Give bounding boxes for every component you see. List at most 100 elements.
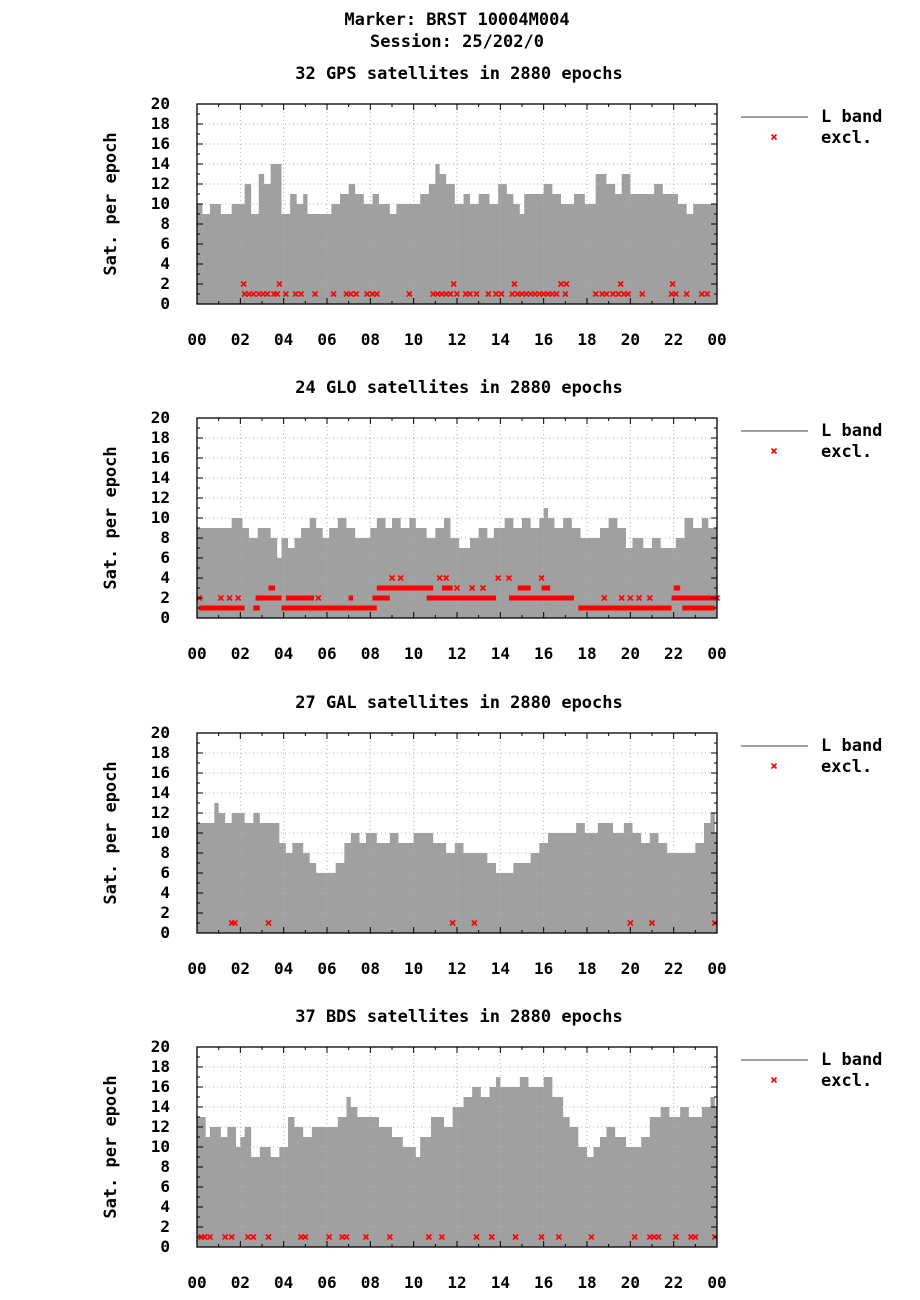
excl-mark-stroke bbox=[553, 290, 560, 298]
excl-mark-stroke bbox=[631, 1233, 638, 1241]
x-tick-label: 12 bbox=[447, 330, 466, 349]
x-tick-label: 14 bbox=[491, 959, 510, 978]
legend-l-band-label: L band bbox=[821, 736, 882, 756]
x-tick-label: 16 bbox=[534, 644, 553, 663]
x-tick-label: 10 bbox=[404, 644, 423, 663]
y-tick-label: 16 bbox=[151, 134, 170, 153]
excl-markers bbox=[240, 280, 711, 298]
legend-excl-label: excl. bbox=[821, 757, 872, 777]
excl-point bbox=[618, 594, 625, 602]
excl-mark-stroke bbox=[264, 290, 271, 298]
excl-point bbox=[450, 280, 457, 288]
y-tick-label: 14 bbox=[151, 783, 170, 802]
excl-point bbox=[538, 1233, 545, 1241]
y-tick-label: 8 bbox=[160, 843, 170, 862]
excl-mark-stroke bbox=[326, 1233, 333, 1241]
excl-point bbox=[386, 1233, 393, 1241]
y-tick-label: 18 bbox=[151, 743, 170, 762]
excl-point bbox=[588, 1233, 595, 1241]
y-tick-label: 18 bbox=[151, 1057, 170, 1076]
excl-mark-stroke bbox=[256, 594, 263, 602]
x-tick-label: 00 bbox=[187, 330, 206, 349]
excl-point bbox=[443, 574, 450, 582]
y-tick-label: 16 bbox=[151, 448, 170, 467]
excl-point bbox=[425, 1233, 432, 1241]
y-tick-label: 2 bbox=[160, 274, 170, 293]
x-tick-label: 06 bbox=[317, 1273, 336, 1292]
y-tick-label: 2 bbox=[160, 588, 170, 607]
excl-point bbox=[495, 574, 502, 582]
excl-mark-stroke bbox=[617, 280, 624, 288]
x-tick-label: 02 bbox=[231, 1273, 250, 1292]
excl-mark-stroke bbox=[302, 1233, 309, 1241]
y-tick-label: 8 bbox=[160, 528, 170, 547]
y-tick-label: 8 bbox=[160, 214, 170, 233]
excl-point bbox=[617, 280, 624, 288]
excl-point bbox=[488, 1233, 495, 1241]
excl-markers bbox=[198, 1233, 718, 1241]
chart-title: 24 GLO satellites in 2880 epochs bbox=[295, 378, 623, 398]
excl-mark-stroke bbox=[635, 594, 643, 602]
excl-point bbox=[471, 919, 478, 927]
excl-mark-stroke bbox=[222, 1233, 229, 1241]
legend-l-band-label: L band bbox=[821, 421, 882, 441]
y-tick-label: 20 bbox=[151, 408, 170, 427]
y-tick-label: 16 bbox=[151, 763, 170, 782]
excl-mark-stroke bbox=[386, 1233, 393, 1241]
excl-mark-stroke bbox=[315, 594, 322, 602]
y-tick-label: 18 bbox=[151, 428, 170, 447]
excl-mark-stroke bbox=[592, 290, 599, 298]
excl-point bbox=[217, 594, 224, 602]
x-tick-label: 06 bbox=[317, 330, 336, 349]
x-tick-label: 00 bbox=[187, 959, 206, 978]
x-tick-label: 22 bbox=[664, 644, 683, 663]
excl-point bbox=[353, 290, 360, 298]
legend-l-band-label: L band bbox=[821, 107, 882, 127]
y-tick-label: 0 bbox=[160, 1237, 170, 1256]
excl-point bbox=[512, 1233, 519, 1241]
x-tick-label: 18 bbox=[577, 959, 596, 978]
excl-mark-stroke bbox=[330, 290, 337, 298]
excl-point bbox=[265, 1233, 272, 1241]
y-tick-label: 4 bbox=[160, 883, 170, 902]
excl-point bbox=[562, 290, 569, 298]
x-tick-label: 02 bbox=[231, 330, 250, 349]
chart-title: 27 GAL satellites in 2880 epochs bbox=[295, 693, 623, 713]
excl-point bbox=[672, 1233, 679, 1241]
excl-point bbox=[282, 290, 289, 298]
y-tick-label: 6 bbox=[160, 1177, 170, 1196]
excl-mark-stroke bbox=[512, 1233, 519, 1241]
legend-excl-label: excl. bbox=[821, 442, 872, 462]
excl-mark-stroke bbox=[627, 919, 634, 927]
excl-point bbox=[698, 290, 705, 298]
excl-mark-stroke bbox=[471, 919, 478, 927]
excl-mark-stroke bbox=[244, 1233, 251, 1241]
excl-mark-stroke bbox=[639, 290, 646, 298]
excl-point bbox=[615, 290, 622, 298]
x-tick-label: 14 bbox=[491, 330, 510, 349]
x-tick-label: 20 bbox=[621, 1273, 640, 1292]
chart-title: 37 BDS satellites in 2880 epochs bbox=[295, 1007, 623, 1027]
excl-point bbox=[438, 1233, 445, 1241]
x-tick-label: 18 bbox=[577, 1273, 596, 1292]
x-tick-label: 00 bbox=[187, 1273, 206, 1292]
excl-mark-stroke bbox=[473, 290, 480, 298]
excl-mark-stroke bbox=[469, 584, 476, 592]
excl-point bbox=[326, 1233, 333, 1241]
excl-point bbox=[511, 280, 518, 288]
excl-point bbox=[473, 290, 480, 298]
x-tick-label: 10 bbox=[404, 959, 423, 978]
legend-excl-swatch bbox=[770, 1076, 778, 1084]
excl-point bbox=[406, 290, 413, 298]
excl-mark-stroke bbox=[231, 919, 238, 927]
x-tick-label: 06 bbox=[317, 959, 336, 978]
x-tick-label: 00 bbox=[707, 330, 726, 349]
excl-mark-stroke bbox=[250, 290, 257, 298]
x-tick-label: 08 bbox=[361, 644, 380, 663]
excl-point bbox=[692, 1233, 699, 1241]
excl-mark-stroke bbox=[343, 1233, 350, 1241]
x-tick-label: 08 bbox=[361, 330, 380, 349]
excl-mark-stroke bbox=[201, 1233, 208, 1241]
